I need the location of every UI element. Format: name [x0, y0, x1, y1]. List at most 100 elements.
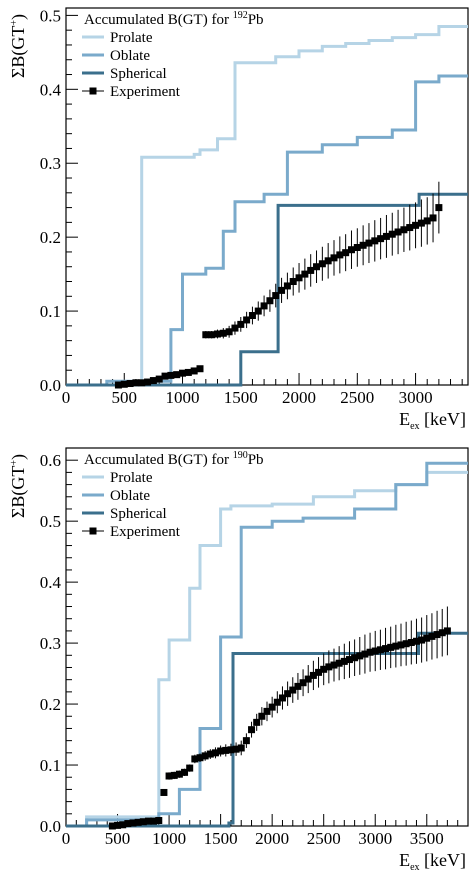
y-axis-label-sup: + [9, 20, 20, 26]
data-point [366, 648, 374, 656]
data-point [225, 328, 233, 336]
data-point [273, 698, 281, 706]
data-point [186, 764, 194, 772]
series-prolate-line [66, 470, 468, 828]
data-point [170, 771, 178, 779]
chart-title-text: Accumulated B(GT) for [84, 12, 233, 28]
data-point [376, 646, 384, 654]
data-point [423, 634, 431, 642]
data-point [268, 703, 276, 711]
data-point [289, 686, 297, 694]
isotope-symbol: Pb [248, 12, 264, 28]
data-point [237, 320, 245, 328]
data-point [335, 659, 343, 667]
y-tick-label: 0.6 [40, 451, 61, 470]
data-point [167, 371, 175, 379]
data-point [120, 380, 128, 388]
data-point [266, 297, 274, 305]
data-point [435, 204, 443, 212]
data-point [208, 331, 216, 339]
data-point [217, 747, 225, 755]
data-point [371, 647, 379, 655]
data-point [144, 817, 152, 825]
data-point [161, 372, 169, 380]
data-point [150, 817, 158, 825]
data-point [283, 282, 291, 290]
data-point [382, 645, 390, 653]
legend: Accumulated B(GT) for 190Pb Prolate Oblate… [82, 450, 264, 540]
data-point [138, 379, 146, 387]
data-point [272, 292, 280, 300]
x-tick-label: 3000 [399, 388, 433, 407]
legend-oblate-label: Oblate [110, 488, 150, 504]
data-point [260, 302, 268, 310]
data-point [211, 749, 219, 757]
data-point [206, 750, 214, 758]
data-point [295, 274, 303, 282]
data-point [330, 254, 338, 262]
isotope-mass: 192 [233, 10, 248, 21]
x-tick-label: 3000 [358, 829, 392, 848]
data-point [407, 638, 415, 646]
y-tick-label: 0.1 [40, 756, 61, 775]
chart-title-text: Accumulated B(GT) for [84, 452, 233, 468]
data-point [155, 375, 163, 383]
x-axis-label-sub: ex [410, 862, 419, 871]
data-point [243, 316, 251, 324]
y-tick-label: 0.1 [40, 302, 61, 321]
data-point [429, 214, 437, 222]
data-point [301, 270, 309, 278]
data-point [377, 235, 385, 243]
data-point [227, 746, 235, 754]
data-point [242, 737, 250, 745]
data-point [397, 641, 405, 649]
chart-title: Accumulated B(GT) for 192Pb [84, 10, 264, 28]
data-point [294, 682, 302, 690]
data-point [423, 217, 431, 225]
data-point [134, 818, 142, 826]
data-point [201, 752, 209, 760]
data-point [181, 768, 189, 776]
data-point [232, 745, 240, 753]
series-oblate-line [66, 74, 468, 387]
data-point [248, 312, 256, 320]
data-point [359, 241, 367, 249]
data-point [126, 380, 134, 388]
y-axis-label-main: ΣB(GT [8, 466, 29, 518]
data-point [336, 251, 344, 259]
data-point [222, 746, 230, 754]
data-point [443, 627, 451, 635]
y-tick-label: 0.4 [40, 80, 62, 99]
data-point [149, 377, 157, 385]
x-tick-label: 500 [112, 388, 138, 407]
data-point [387, 643, 395, 651]
y-tick-label: 0.3 [40, 154, 61, 173]
data-point [191, 755, 199, 763]
series-experiment-points [108, 606, 451, 830]
data-point [179, 369, 187, 377]
x-tick-label: 1000 [152, 829, 186, 848]
chart-190pb: 0 500 1000 1500 2000 2500 3000 3500 0.0 0.1 0.2 0.3… [8, 447, 469, 871]
data-point [196, 754, 204, 762]
x-tick-label: 2000 [255, 829, 289, 848]
data-point [324, 257, 332, 265]
y-tick-label: 0.5 [40, 6, 61, 25]
data-point [175, 770, 183, 778]
x-tick-label: 1500 [224, 388, 258, 407]
data-point [433, 631, 441, 639]
data-point [289, 278, 297, 286]
data-point [325, 663, 333, 671]
data-point [402, 640, 410, 648]
data-point [248, 726, 256, 734]
data-point [428, 632, 436, 640]
data-point [330, 661, 338, 669]
data-point [340, 657, 348, 665]
series-spherical-line [66, 192, 468, 387]
x-axis-label-main: E [399, 850, 410, 870]
y-axis-label-close: ) [8, 454, 29, 460]
data-point [139, 818, 147, 826]
data-point [417, 219, 425, 227]
legend-spherical-label: Spherical [110, 66, 167, 82]
data-point [108, 822, 116, 830]
